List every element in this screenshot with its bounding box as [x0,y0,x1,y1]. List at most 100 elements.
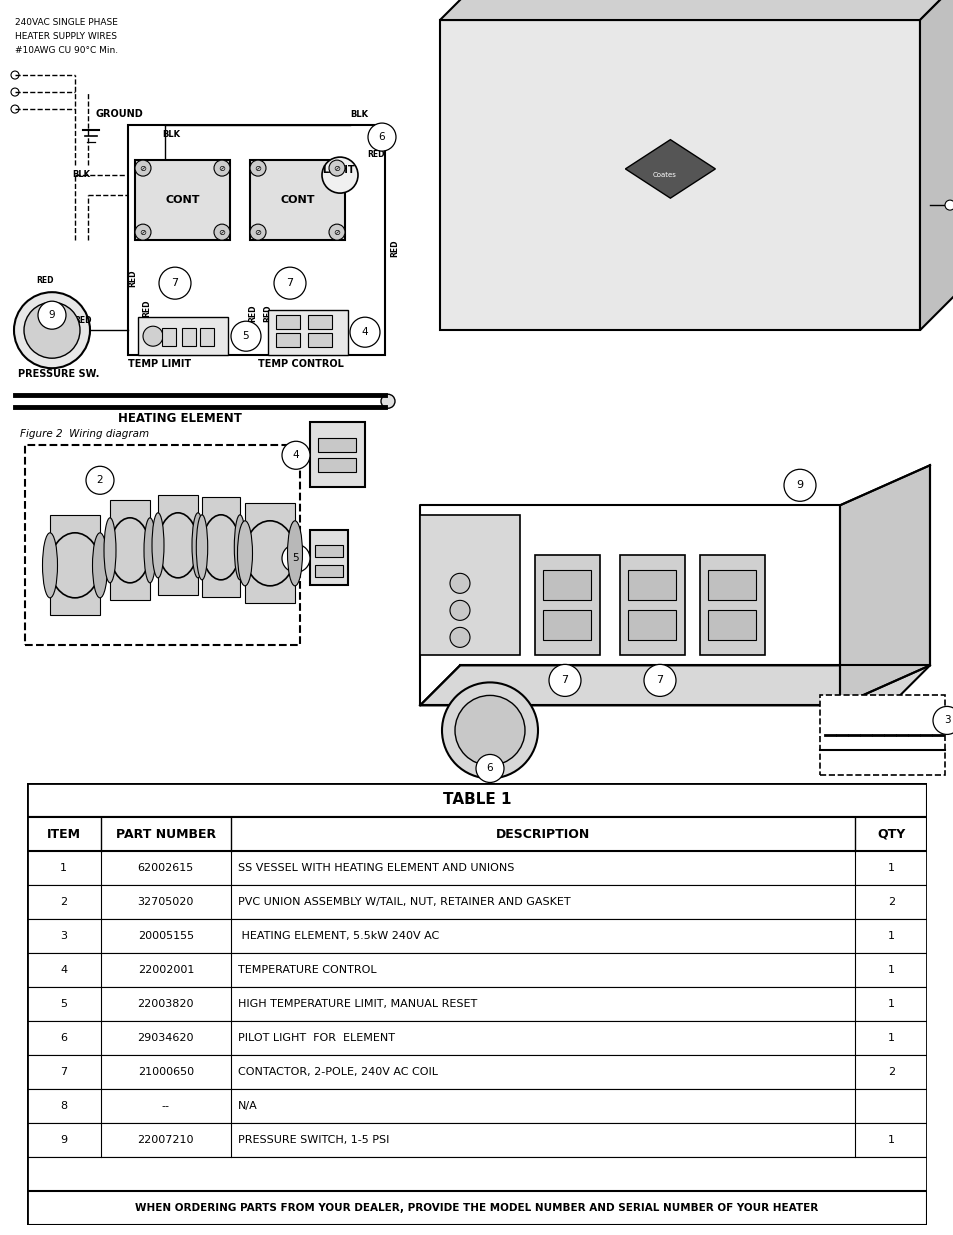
Text: RED: RED [248,305,256,322]
Ellipse shape [158,513,198,578]
Bar [27,818,926,851]
Text: 7: 7 [561,676,568,685]
Text: TEMP LIMIT: TEMP LIMIT [128,359,191,369]
Bar [700,556,764,656]
Text: ⊘: ⊘ [139,163,147,173]
Circle shape [11,88,19,96]
Text: 4: 4 [60,965,67,976]
Text: 22003820: 22003820 [137,999,193,1009]
Text: 1: 1 [887,931,894,941]
Bar [158,495,198,595]
Circle shape [274,267,306,299]
Bar [27,1089,926,1123]
Circle shape [159,267,191,299]
Bar [275,315,299,330]
Text: ⊘: ⊘ [218,163,225,173]
Bar [542,571,590,600]
Ellipse shape [104,517,116,583]
Bar [135,161,230,240]
Bar [317,438,355,452]
Text: PART NUMBER: PART NUMBER [115,827,215,841]
Text: ⊘: ⊘ [254,163,261,173]
Text: 1: 1 [887,1135,894,1145]
Text: CONTACTOR, 2-POLE, 240V AC COIL: CONTACTOR, 2-POLE, 240V AC COIL [238,1067,437,1077]
Bar [138,317,228,356]
Text: Coates: Coates [652,172,676,178]
Text: ⊘: ⊘ [334,163,340,173]
Bar [27,1191,926,1225]
Polygon shape [419,666,929,705]
Bar [25,446,299,646]
Bar [27,1021,926,1055]
Ellipse shape [50,532,100,598]
Circle shape [441,683,537,778]
Circle shape [450,600,470,620]
Text: 1: 1 [524,799,531,809]
Bar [542,610,590,641]
Text: SS VESSEL WITH HEATING ELEMENT AND UNIONS: SS VESSEL WITH HEATING ELEMENT AND UNION… [238,863,515,873]
Text: 21000650: 21000650 [137,1067,193,1077]
Text: WHEN ORDERING PARTS FROM YOUR DEALER, PROVIDE THE MODEL NUMBER AND SERIAL NUMBER: WHEN ORDERING PARTS FROM YOUR DEALER, PR… [135,1203,818,1213]
Circle shape [86,467,113,494]
Text: 7: 7 [172,278,178,288]
Circle shape [282,441,310,469]
Circle shape [11,72,19,79]
Text: 22002001: 22002001 [137,965,193,976]
Circle shape [450,627,470,647]
Circle shape [282,545,310,572]
Circle shape [231,321,261,351]
Circle shape [24,303,80,358]
Ellipse shape [152,513,164,578]
Text: LIGHT: LIGHT [322,165,355,175]
Text: ITEM: ITEM [47,827,81,841]
Circle shape [38,301,66,330]
Text: #10AWG CU 90°C Min.: #10AWG CU 90°C Min. [15,46,118,56]
Text: QTY: QTY [876,827,904,841]
Text: RED: RED [142,300,151,317]
Text: 32705020: 32705020 [137,897,193,906]
Bar [310,530,348,585]
Text: PRESSURE SWITCH, 1-5 PSI: PRESSURE SWITCH, 1-5 PSI [238,1135,390,1145]
Ellipse shape [196,515,208,580]
Circle shape [322,157,357,193]
Text: ⊘: ⊘ [218,227,225,237]
Text: TABLE 1: TABLE 1 [442,793,511,808]
Text: 1: 1 [887,1032,894,1044]
Text: 2: 2 [60,897,67,906]
Text: 4: 4 [293,451,299,461]
Text: RED: RED [367,151,384,159]
Text: RED: RED [36,277,53,285]
Text: 1: 1 [887,999,894,1009]
Bar [820,695,944,776]
Bar [27,987,926,1021]
Text: 2: 2 [887,1067,894,1077]
Bar [275,333,299,347]
Text: 8: 8 [60,1102,67,1112]
Bar [250,161,345,240]
Ellipse shape [245,521,294,585]
Circle shape [455,695,524,766]
Text: TEMP CONTROL: TEMP CONTROL [257,359,343,369]
Bar [314,546,343,557]
Text: --: -- [162,1102,170,1112]
Text: HEATER SUPPLY WIRES: HEATER SUPPLY WIRES [15,32,117,41]
Text: BLK: BLK [162,130,180,140]
Bar [162,329,175,346]
Polygon shape [840,466,929,705]
Bar [50,515,100,615]
Text: 5: 5 [293,553,299,563]
Text: N/A: N/A [238,1102,258,1112]
Text: BLK: BLK [350,110,368,119]
Circle shape [350,317,379,347]
Text: 9: 9 [796,480,802,490]
Text: 7: 7 [60,1067,67,1077]
Text: DESCRIPTION: DESCRIPTION [496,827,590,841]
Polygon shape [439,0,953,20]
Text: HEATING ELEMENT: HEATING ELEMENT [118,412,242,425]
Text: 2: 2 [887,897,894,906]
Bar [308,333,332,347]
Text: 22007210: 22007210 [137,1135,193,1145]
Bar [308,315,332,330]
Circle shape [932,706,953,735]
Ellipse shape [192,513,204,578]
